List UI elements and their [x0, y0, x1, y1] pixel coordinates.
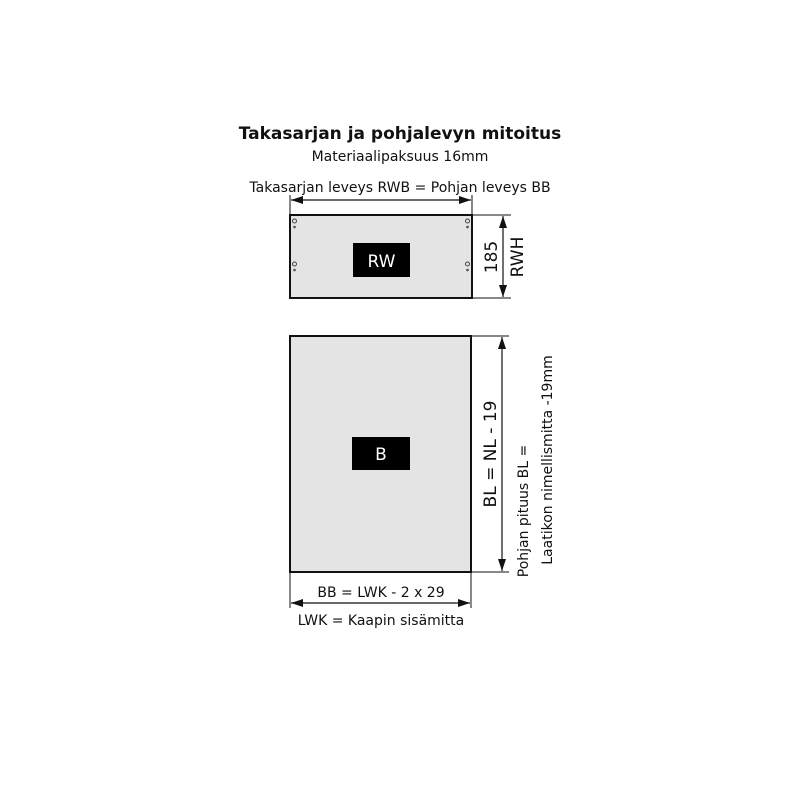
bottom-panel-label-box	[352, 437, 410, 470]
diagram-subtitle: Materiaalipaksuus 16mm	[312, 149, 489, 165]
diagram-title: Takasarjan ja pohjalevyn mitoitus	[239, 124, 561, 144]
back-panel: RW	[289, 214, 473, 299]
back-panel-height-value: 185	[482, 241, 502, 273]
back-panel-height-dimension: 185 RWH	[472, 214, 528, 299]
bottom-panel-width-note: LWK = Kaapin sisämitta	[298, 613, 465, 629]
bottom-panel-label: B	[375, 445, 387, 465]
bottom-panel-length-note-1: Pohjan pituus BL =	[516, 445, 532, 578]
bottom-panel-length-dimension: BL = NL - 19 Pohjan pituus BL = Laatikon…	[471, 335, 556, 578]
top-width-dimension	[289, 195, 473, 215]
mounting-hole-icons	[292, 218, 470, 272]
back-panel-height-label: RWH	[508, 237, 528, 278]
bottom-panel: B	[289, 335, 472, 573]
bottom-panel-length-note-2: Laatikon nimellismitta -19mm	[540, 355, 556, 565]
top-dimension-label: Takasarjan leveys RWB = Pohjan leveys BB	[248, 180, 550, 196]
bottom-panel-width-formula: BB = LWK - 2 x 29	[317, 585, 444, 601]
bottom-panel-length-formula: BL = NL - 19	[481, 401, 501, 508]
bottom-panel-width-dimension: BB = LWK - 2 x 29 LWK = Kaapin sisämitta	[289, 572, 472, 629]
back-panel-label: RW	[368, 252, 396, 272]
back-panel-label-box	[353, 243, 410, 277]
